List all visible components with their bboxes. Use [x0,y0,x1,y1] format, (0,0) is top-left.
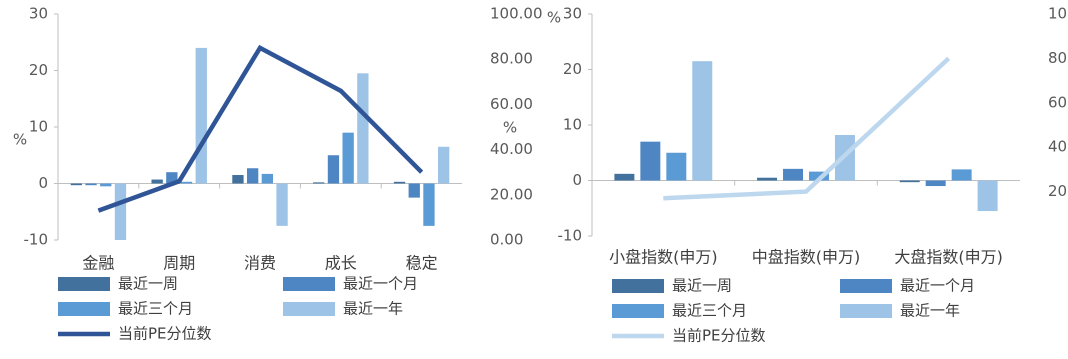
legend-label: 最近一年 [343,300,403,318]
y-tick-label: 30 [563,5,582,23]
bar [925,180,946,187]
legend-label: 最近一个月 [343,275,418,293]
legend-label: 最近一年 [900,302,960,320]
x-tick-label: 周期 [163,254,195,273]
line-series [97,44,424,213]
legend-swatch [840,279,892,293]
bar [692,61,713,181]
y2-tick-label: 100.00 [490,5,543,23]
y-axis-label: % [13,131,27,149]
chart-panel: -10 0 10 20 30% 0.00 20.00 40.00 60.00 80.00 100.0… [13,5,543,343]
bar [357,73,369,184]
bar [166,172,178,184]
legend-swatch [58,302,110,316]
y2-tick-label: 20.00 [490,185,533,203]
bar [951,169,972,181]
y-tick-label: 30 [29,5,48,23]
bar [666,152,687,181]
bar [313,182,325,184]
legend-swatch [612,279,664,293]
y2-tick-label: 40.00 [490,140,533,158]
y-tick-label: 0 [38,174,48,192]
chart-panel: -10 0 10 20 30% 20 40 60 80 100 小盘指数(申万) 中盘指数(申万) 大盘… [547,5,1068,345]
y-axis-label: % [547,9,561,27]
bar [393,181,406,184]
y2-tick-label: 0.00 [490,231,523,249]
y-tick-label: -10 [24,231,49,249]
legend-swatch [840,304,892,318]
bar [977,180,998,212]
legend-swatch [283,302,335,316]
bar [195,47,207,184]
bar [342,132,354,184]
bar [232,175,244,184]
legend-label: 最近一周 [118,275,178,293]
bar [276,183,288,226]
bar [640,141,661,181]
y2-tick-label: 60.00 [490,95,533,113]
y2-tick-label: 60 [1048,93,1067,111]
bar [70,183,82,186]
bar [85,183,97,186]
x-tick-label: 小盘指数(申万) [609,248,718,267]
legend-label: 最近三个月 [672,302,747,320]
bar [151,179,163,184]
y-tick-label: 0 [572,171,582,189]
x-tick-label: 成长 [325,254,357,273]
bar [438,146,450,184]
bar [180,181,193,184]
legend-label: 当前PE分位数 [118,325,212,343]
legend-swatch [283,277,335,291]
y2-tick-label: 20 [1048,182,1067,200]
x-tick-label: 稳定 [406,254,438,273]
bar [423,183,435,226]
y2-tick-label: 80.00 [490,50,533,68]
bar [757,177,778,181]
x-tick-label: 消费 [244,254,276,273]
legend-swatch [612,304,664,318]
y2-tick-label: 40 [1048,138,1067,156]
y2-tick-label: 80 [1048,49,1067,67]
line-series [663,56,951,201]
legend-swatch [58,277,110,291]
legend-label: 最近一周 [672,277,732,295]
bar [327,155,340,184]
y-tick-label: 10 [29,118,48,136]
legend-label: 当前PE分位数 [672,327,766,345]
y-tick-label: 10 [563,116,582,134]
x-tick-label: 中盘指数(申万) [752,248,861,267]
bar [261,173,274,184]
x-tick-label: 金融 [82,254,114,273]
bar [808,171,829,181]
bar [783,168,804,181]
y-tick-label: 20 [563,60,582,78]
bar [408,183,420,198]
y2-tick-label: 100 [1048,5,1068,23]
legend-label: 最近三个月 [118,300,193,318]
bar [614,173,635,181]
y-tick-label: 20 [29,61,48,79]
legend-label: 最近一个月 [900,277,975,295]
x-tick-label: 大盘指数(申万) [894,248,1003,267]
bar [246,168,259,184]
y-tick-label: -10 [558,227,583,245]
y2-axis-label: % [503,119,517,137]
bar [899,180,920,183]
bar [100,183,112,187]
bar [114,183,127,240]
